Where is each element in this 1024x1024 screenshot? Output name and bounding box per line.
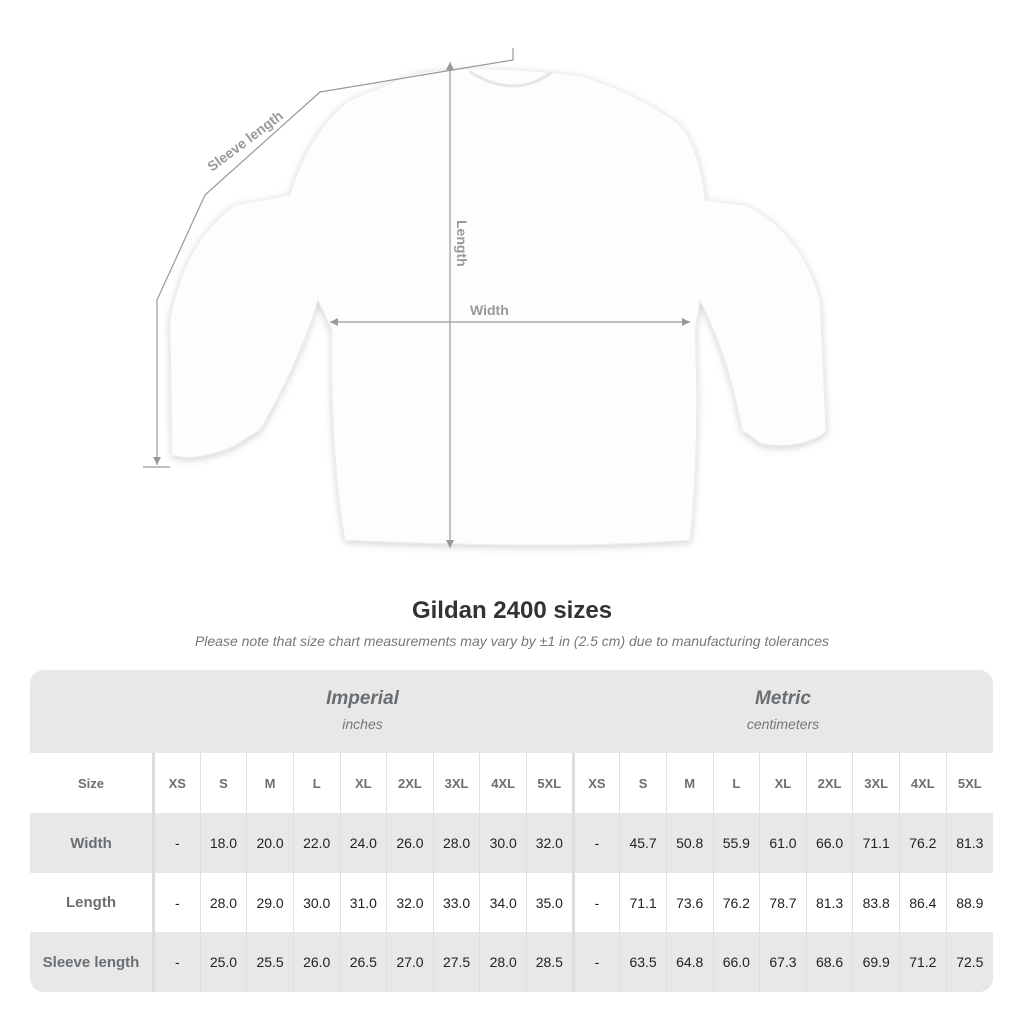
shirt-illustration (169, 68, 827, 546)
imperial-cell: 26.0 (292, 932, 340, 992)
row-label: Sleeve length (30, 932, 155, 992)
metric-cell: 68.6 (805, 932, 853, 992)
metric-cell: XL (759, 753, 807, 813)
imperial-cell: 22.0 (292, 813, 340, 873)
metric-cell: 61.0 (759, 813, 807, 873)
row-label: Length (30, 873, 155, 932)
imperial-cell: S (199, 753, 247, 813)
metric-cell: 76.2 (899, 813, 947, 873)
metric-cell: 71.1 (619, 873, 667, 932)
imperial-cell: 35.0 (526, 873, 574, 932)
width-label: Width (470, 302, 509, 318)
imperial-cell: 27.0 (386, 932, 434, 992)
metric-cell: 66.0 (712, 932, 760, 992)
imperial-cell: - (153, 932, 201, 992)
metric-cell: 66.0 (805, 813, 853, 873)
imperial-cell: 5XL (526, 753, 574, 813)
length-label: Length (454, 220, 470, 267)
metric-cell: 64.8 (665, 932, 713, 992)
metric-cell: - (571, 873, 620, 932)
imperial-cell: 31.0 (339, 873, 387, 932)
imperial-cell: L (292, 753, 340, 813)
metric-cell: 83.8 (852, 873, 900, 932)
imperial-cell: XL (339, 753, 387, 813)
imperial-cell: 32.0 (526, 813, 574, 873)
metric-cell: 45.7 (619, 813, 667, 873)
imperial-cell: 28.0 (479, 932, 527, 992)
imperial-cell: 26.5 (339, 932, 387, 992)
metric-cell: 73.6 (665, 873, 713, 932)
imperial-cell: 33.0 (432, 873, 480, 932)
metric-cell: M (665, 753, 713, 813)
metric-cell: 5XL (945, 753, 993, 813)
metric-cell: XS (571, 753, 620, 813)
size-table: Size XS S M L XL 2XL 3XL 4XL 5XL XS S M L XL 2XL 3XL 4XL 5… (30, 753, 993, 992)
imperial-cell: 28.0 (432, 813, 480, 873)
imperial-cell: 30.0 (479, 813, 527, 873)
row-label: Size (30, 753, 155, 813)
metric-cell: 72.5 (945, 932, 993, 992)
imperial-cell: 28.5 (526, 932, 574, 992)
page-title: Gildan 2400 sizes (411, 597, 613, 624)
row-label: Width (30, 813, 155, 873)
imperial-cell: 18.0 (199, 813, 247, 873)
table-row: Width -18.0 20.0 22.0 24.0 26.0 28.0 30.0 32.0-4… (30, 813, 993, 873)
table-row: Length -28.0 29.0 30.0 31.0 32.0 33.0 34.0 35.0-… (30, 873, 993, 932)
metric-cell: 76.2 (712, 873, 760, 932)
metric-cell: 3XL (852, 753, 900, 813)
imperial-cell: 2XL (386, 753, 434, 813)
imperial-cell: - (153, 813, 201, 873)
metric-cell: 50.8 (665, 813, 713, 873)
imperial-cell: 26.0 (386, 813, 434, 873)
imperial-title: Imperial (326, 688, 399, 709)
tolerance-note: Please note that size chart measurements… (194, 633, 830, 649)
metric-cell: 86.4 (899, 873, 947, 932)
imperial-cell: M (246, 753, 294, 813)
imperial-cell: 25.0 (199, 932, 247, 992)
table-row: Sleeve length -25.0 25.5 26.0 26.5 27.0 27.5 28… (30, 932, 993, 992)
metric-cell: 67.3 (759, 932, 807, 992)
metric-cell: - (571, 813, 620, 873)
metric-cell: - (571, 932, 620, 992)
imperial-cell: 20.0 (246, 813, 294, 873)
metric-cell: 63.5 (619, 932, 667, 992)
metric-cell: L (712, 753, 760, 813)
imperial-cell: - (153, 873, 201, 932)
metric-cell: 71.1 (852, 813, 900, 873)
imperial-unit: inches (342, 716, 383, 732)
metric-cell: 2XL (805, 753, 853, 813)
metric-cell: 81.3 (805, 873, 853, 932)
imperial-cell: 29.0 (246, 873, 294, 932)
imperial-cell: 3XL (432, 753, 480, 813)
sleeve-length-label: Sleeve length (204, 107, 286, 174)
metric-cell: 81.3 (945, 813, 993, 873)
metric-cell: 71.2 (899, 932, 947, 992)
size-header-row: Size XS S M L XL 2XL 3XL 4XL 5XL XS S M L XL 2XL 3XL 4XL 5… (30, 753, 993, 813)
metric-title: Metric (755, 688, 811, 709)
imperial-cell: 27.5 (432, 932, 480, 992)
metric-cell: 55.9 (712, 813, 760, 873)
metric-cell: 88.9 (945, 873, 993, 932)
imperial-cell: 30.0 (292, 873, 340, 932)
imperial-cell: XS (153, 753, 201, 813)
metric-cell: 69.9 (852, 932, 900, 992)
metric-unit: centimeters (746, 716, 820, 732)
metric-cell: 4XL (899, 753, 947, 813)
imperial-cell: 25.5 (246, 932, 294, 992)
size-table-card: Imperial inches Metric centimeters Size X… (30, 670, 993, 992)
imperial-cell: 24.0 (339, 813, 387, 873)
metric-cell: S (619, 753, 667, 813)
imperial-cell: 34.0 (479, 873, 527, 932)
metric-header: Metric centimeters (573, 670, 993, 753)
imperial-cell: 28.0 (199, 873, 247, 932)
imperial-header: Imperial inches (152, 670, 573, 753)
shirt-diagram: Sleeve length Length Width (143, 48, 827, 548)
imperial-cell: 32.0 (386, 873, 434, 932)
metric-cell: 78.7 (759, 873, 807, 932)
imperial-cell: 4XL (479, 753, 527, 813)
